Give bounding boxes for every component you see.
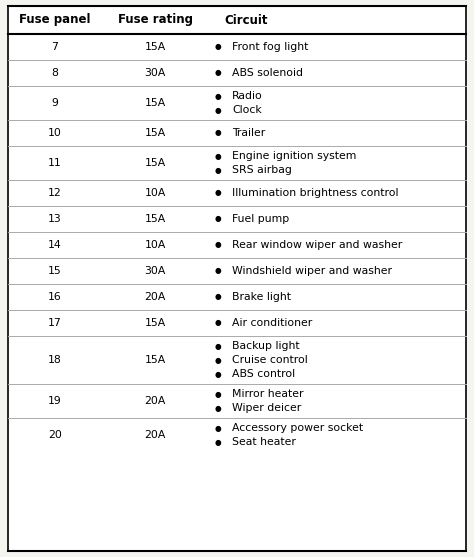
Text: 11: 11 (48, 158, 62, 168)
Text: ●: ● (215, 341, 221, 350)
Text: 17: 17 (48, 318, 62, 328)
Text: Windshield wiper and washer: Windshield wiper and washer (232, 266, 392, 276)
Text: ●: ● (215, 91, 221, 100)
Text: Fuse rating: Fuse rating (118, 13, 192, 27)
Text: ●: ● (215, 69, 221, 77)
Text: Brake light: Brake light (232, 292, 291, 302)
Text: 10A: 10A (144, 240, 166, 250)
Text: ●: ● (215, 369, 221, 379)
Text: ●: ● (215, 105, 221, 115)
Text: ●: ● (215, 423, 221, 432)
Text: 15A: 15A (145, 214, 165, 224)
Text: ●: ● (215, 292, 221, 301)
Text: 20A: 20A (144, 430, 166, 440)
Text: 15A: 15A (145, 128, 165, 138)
Text: ●: ● (215, 241, 221, 250)
Text: Fuel pump: Fuel pump (232, 214, 289, 224)
Text: ABS control: ABS control (232, 369, 295, 379)
Text: Seat heater: Seat heater (232, 437, 296, 447)
Text: ●: ● (215, 165, 221, 174)
Text: Clock: Clock (232, 105, 262, 115)
Text: ●: ● (215, 42, 221, 51)
Text: Trailer: Trailer (232, 128, 265, 138)
Text: Illumination brightness control: Illumination brightness control (232, 188, 399, 198)
Text: 8: 8 (52, 68, 58, 78)
Text: Cruise control: Cruise control (232, 355, 308, 365)
Text: 30A: 30A (144, 266, 166, 276)
Text: Front fog light: Front fog light (232, 42, 309, 52)
Text: SRS airbag: SRS airbag (232, 165, 292, 175)
Text: ●: ● (215, 355, 221, 364)
Text: 15: 15 (48, 266, 62, 276)
Text: 15A: 15A (145, 318, 165, 328)
Text: 14: 14 (48, 240, 62, 250)
Text: ●: ● (215, 152, 221, 160)
Text: 18: 18 (48, 355, 62, 365)
Text: 15A: 15A (145, 42, 165, 52)
Text: 20: 20 (48, 430, 62, 440)
Text: 16: 16 (48, 292, 62, 302)
Text: ●: ● (215, 214, 221, 223)
Text: ●: ● (215, 437, 221, 447)
Text: 15A: 15A (145, 98, 165, 108)
Text: ●: ● (215, 266, 221, 276)
Text: Backup light: Backup light (232, 341, 300, 351)
Text: Radio: Radio (232, 91, 263, 101)
Text: ●: ● (215, 129, 221, 138)
Text: 20A: 20A (144, 292, 166, 302)
Text: Air conditioner: Air conditioner (232, 318, 312, 328)
Text: 13: 13 (48, 214, 62, 224)
Text: 10A: 10A (144, 188, 166, 198)
Text: 9: 9 (52, 98, 58, 108)
Text: Rear window wiper and washer: Rear window wiper and washer (232, 240, 402, 250)
Text: ABS solenoid: ABS solenoid (232, 68, 303, 78)
Text: 30A: 30A (144, 68, 166, 78)
Text: ●: ● (215, 319, 221, 328)
Text: ●: ● (215, 389, 221, 398)
Text: 15A: 15A (145, 158, 165, 168)
Text: 19: 19 (48, 396, 62, 406)
Text: 10: 10 (48, 128, 62, 138)
Text: 12: 12 (48, 188, 62, 198)
Text: 7: 7 (52, 42, 58, 52)
Text: ●: ● (215, 403, 221, 413)
Text: Circuit: Circuit (224, 13, 267, 27)
Text: ●: ● (215, 188, 221, 198)
Text: Accessory power socket: Accessory power socket (232, 423, 363, 433)
Text: Engine ignition system: Engine ignition system (232, 151, 356, 161)
Text: 20A: 20A (144, 396, 166, 406)
Text: Fuse panel: Fuse panel (19, 13, 91, 27)
Text: Mirror heater: Mirror heater (232, 389, 303, 399)
Text: Wiper deicer: Wiper deicer (232, 403, 301, 413)
Text: 15A: 15A (145, 355, 165, 365)
